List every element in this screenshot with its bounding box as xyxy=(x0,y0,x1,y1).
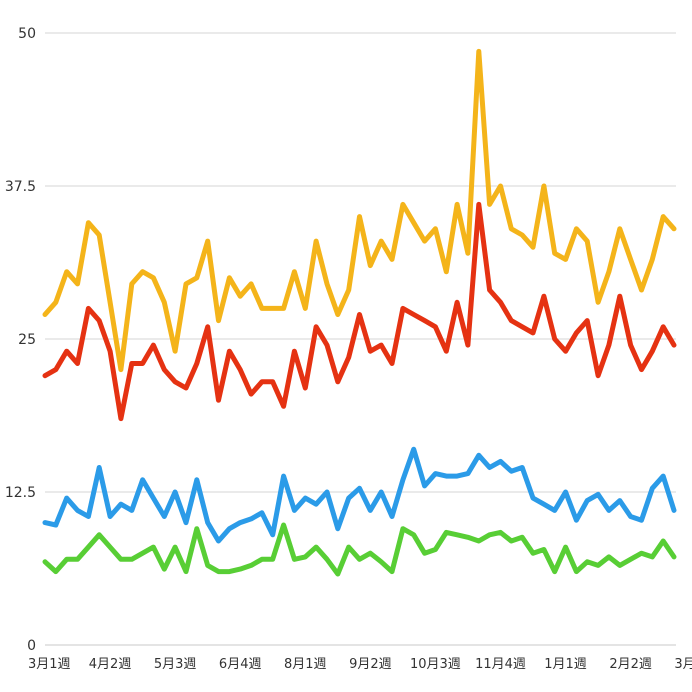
x-tick-label: 3月1週 xyxy=(28,657,71,672)
series-red xyxy=(42,201,677,422)
x-tick-label: 8月1週 xyxy=(284,657,327,672)
x-axis-ticks: 3月1週 4月2週 5月3週 6月4週 8月1週 9月2週 10月3週 11月4週 1月1週 2月… xyxy=(28,657,692,672)
y-tick-label: 0 xyxy=(27,638,36,654)
x-tick-label: 9月2週 xyxy=(349,657,392,672)
x-tick-label: 11月4週 xyxy=(475,657,526,672)
y-tick-label: 50 xyxy=(18,26,36,42)
y-tick-label: 37.5 xyxy=(5,179,36,195)
y-tick-label: 25 xyxy=(18,332,36,348)
x-tick-label: 2月2週 xyxy=(609,657,652,672)
series-green xyxy=(42,522,677,577)
x-tick-label: 4月2週 xyxy=(89,657,132,672)
series-line-blue xyxy=(42,446,677,544)
x-tick-label: 10月3週 xyxy=(410,657,461,672)
series-lines xyxy=(42,48,677,577)
series-line-green xyxy=(42,522,677,577)
y-tick-label: 12.5 xyxy=(5,485,36,501)
series-line-yellow xyxy=(42,48,677,373)
x-tick-label: 1月1週 xyxy=(544,657,587,672)
series-yellow xyxy=(42,48,677,373)
series-blue xyxy=(42,446,677,544)
y-axis-ticks: 0 12.5 25 37.5 50 xyxy=(5,26,36,654)
x-tick-label: 3月3週 xyxy=(674,657,692,672)
x-tick-label: 5月3週 xyxy=(154,657,197,672)
x-tick-label: 6月4週 xyxy=(219,657,262,672)
series-line-red xyxy=(42,201,677,422)
